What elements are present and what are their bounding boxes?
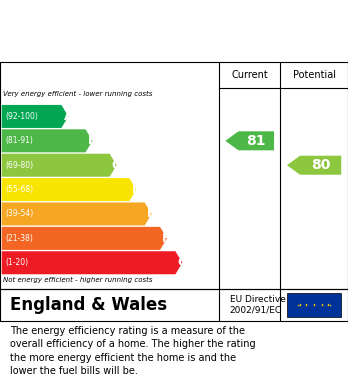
Text: E: E [147, 208, 155, 221]
Polygon shape [2, 105, 68, 128]
Polygon shape [2, 227, 167, 250]
Text: (69-80): (69-80) [5, 161, 33, 170]
Text: England & Wales: England & Wales [10, 296, 168, 314]
Text: (21-38): (21-38) [5, 234, 33, 243]
Text: 81: 81 [246, 134, 266, 148]
Text: (55-68): (55-68) [5, 185, 33, 194]
Text: The energy efficiency rating is a measure of the
overall efficiency of a home. T: The energy efficiency rating is a measur… [10, 326, 256, 376]
Text: Not energy efficient - higher running costs: Not energy efficient - higher running co… [3, 277, 153, 283]
Text: Very energy efficient - lower running costs: Very energy efficient - lower running co… [3, 91, 153, 97]
Text: F: F [162, 232, 171, 245]
Polygon shape [2, 251, 182, 274]
Text: (81-91): (81-91) [5, 136, 33, 145]
Polygon shape [2, 154, 117, 177]
Text: A: A [63, 110, 73, 123]
Text: Potential: Potential [293, 70, 335, 80]
Text: (92-100): (92-100) [5, 112, 38, 121]
Text: B: B [88, 135, 97, 147]
Text: D: D [132, 183, 142, 196]
Polygon shape [2, 178, 136, 201]
Text: G: G [177, 256, 188, 269]
Bar [287, 292, 341, 317]
Text: EU Directive
2002/91/EC: EU Directive 2002/91/EC [230, 295, 286, 314]
Text: (39-54): (39-54) [5, 210, 33, 219]
Polygon shape [287, 156, 341, 175]
Polygon shape [226, 131, 274, 150]
Text: Current: Current [231, 70, 268, 80]
Text: Energy Efficiency Rating: Energy Efficiency Rating [69, 37, 279, 52]
Text: 80: 80 [311, 158, 330, 172]
Text: C: C [112, 159, 121, 172]
Polygon shape [2, 129, 93, 152]
Polygon shape [2, 203, 152, 226]
Text: (1-20): (1-20) [5, 258, 28, 267]
